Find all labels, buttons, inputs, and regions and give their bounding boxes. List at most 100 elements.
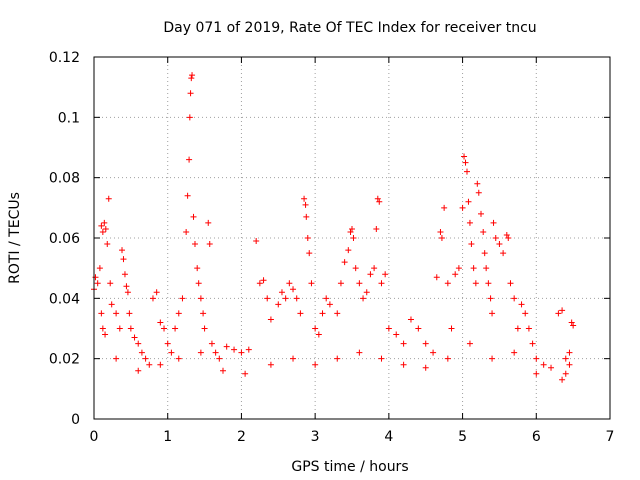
data-point xyxy=(511,295,518,302)
data-point xyxy=(481,250,488,257)
data-point xyxy=(113,310,120,317)
data-point xyxy=(371,265,378,272)
data-point xyxy=(566,349,573,356)
data-point xyxy=(430,349,437,356)
data-point xyxy=(216,355,223,362)
data-point xyxy=(374,195,381,202)
data-point xyxy=(127,325,134,332)
chart-title: Day 071 of 2019, Rate Of TEC Index for r… xyxy=(163,20,536,36)
data-point xyxy=(302,201,309,208)
data-point xyxy=(306,250,313,257)
data-point xyxy=(99,325,106,332)
data-point xyxy=(200,310,207,317)
data-point xyxy=(149,295,156,302)
data-point xyxy=(113,355,120,362)
data-point xyxy=(465,198,472,205)
x-tick-labels: 0 1 2 3 4 5 6 7 xyxy=(90,429,615,445)
data-point xyxy=(205,219,212,226)
data-point xyxy=(260,277,267,284)
data-point xyxy=(186,114,193,121)
data-point xyxy=(345,247,352,254)
data-point xyxy=(415,325,422,332)
data-point xyxy=(208,340,215,347)
data-point xyxy=(164,340,171,347)
x-tick-label: 4 xyxy=(384,429,393,445)
data-point xyxy=(356,349,363,356)
data-point xyxy=(301,195,308,202)
data-point xyxy=(470,265,477,272)
data-point xyxy=(378,280,385,287)
data-point xyxy=(489,355,496,362)
data-point xyxy=(360,295,367,302)
data-point xyxy=(373,225,380,232)
data-point xyxy=(256,280,263,287)
data-point xyxy=(153,289,160,296)
data-point xyxy=(341,259,348,266)
data-points xyxy=(91,72,577,383)
data-point xyxy=(187,90,194,97)
data-point xyxy=(566,361,573,368)
y-tick-label: 0 xyxy=(71,412,80,428)
data-point xyxy=(312,361,319,368)
data-point xyxy=(352,265,359,272)
data-point xyxy=(105,195,112,202)
data-point xyxy=(126,310,133,317)
data-point xyxy=(92,274,99,281)
data-point xyxy=(220,367,226,374)
data-point xyxy=(186,156,193,163)
data-point xyxy=(466,340,473,347)
data-point xyxy=(290,355,297,362)
data-point xyxy=(323,295,330,302)
data-point xyxy=(514,325,521,332)
x-tick-label: 3 xyxy=(311,429,320,445)
data-point xyxy=(195,280,202,287)
data-point xyxy=(161,325,168,332)
data-point xyxy=(297,310,304,317)
data-point xyxy=(102,331,109,338)
data-point xyxy=(518,301,525,308)
data-point xyxy=(197,295,204,302)
data-point xyxy=(157,319,164,326)
data-point xyxy=(278,289,285,296)
data-point xyxy=(474,180,481,187)
data-point xyxy=(441,204,448,211)
data-point xyxy=(468,241,475,248)
data-point xyxy=(275,301,282,308)
data-point xyxy=(303,213,310,220)
grid-lines xyxy=(94,57,610,419)
data-point xyxy=(466,219,473,226)
y-tick-label: 0.12 xyxy=(49,50,80,66)
data-point xyxy=(121,271,128,278)
x-tick-label: 6 xyxy=(532,429,541,445)
data-point xyxy=(188,75,195,82)
data-point xyxy=(138,349,145,356)
data-point xyxy=(480,228,487,235)
data-point xyxy=(570,322,577,329)
data-point xyxy=(356,280,363,287)
data-point xyxy=(337,280,344,287)
data-point xyxy=(94,280,101,287)
data-point xyxy=(363,289,370,296)
data-point xyxy=(438,235,445,241)
data-point xyxy=(444,355,451,362)
data-point xyxy=(212,349,219,356)
data-point xyxy=(407,316,414,323)
data-point xyxy=(382,271,389,278)
data-point xyxy=(334,355,341,362)
data-point xyxy=(98,222,105,229)
data-point xyxy=(175,310,182,317)
data-point xyxy=(505,235,512,241)
data-point xyxy=(522,310,529,317)
data-point xyxy=(131,334,138,341)
data-point xyxy=(385,325,392,332)
data-point xyxy=(400,340,407,347)
data-point xyxy=(293,295,300,302)
data-point xyxy=(503,231,510,238)
data-point xyxy=(157,361,164,368)
data-point xyxy=(448,325,455,332)
data-point xyxy=(562,370,569,377)
data-point xyxy=(282,295,289,302)
data-point xyxy=(135,340,142,347)
data-point xyxy=(452,271,459,278)
data-point xyxy=(146,361,153,368)
